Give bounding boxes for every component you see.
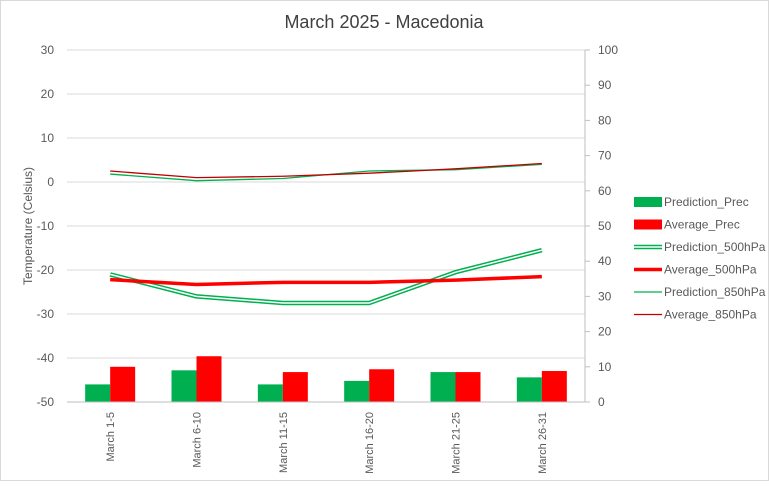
- bar-Prediction_Prec: [516, 377, 542, 402]
- x-tick-label: March 1-5: [105, 412, 117, 462]
- right-tick-label: 80: [598, 113, 612, 127]
- legend-label: Average_850hPa: [664, 308, 757, 322]
- line-Average_850hPa: [110, 162, 542, 179]
- bar-series: [85, 356, 567, 402]
- left-tick-label: -40: [37, 351, 55, 365]
- legend-label: Prediction_500hPa: [664, 240, 766, 254]
- left-tick-label: -10: [37, 219, 55, 233]
- bar-Average_Prec: [282, 372, 308, 402]
- legend-label: Prediction_850hPa: [664, 285, 766, 299]
- bar-Average_Prec: [369, 369, 395, 402]
- legend-swatch: [634, 219, 662, 230]
- x-tick-label: March 6-10: [192, 412, 204, 468]
- axes: 3020100-10-20-30-40-50100908070605040302…: [37, 43, 619, 474]
- bar-Prediction_Prec: [430, 372, 456, 402]
- legend: Prediction_Prec Average_Prec Prediction_50…: [634, 195, 766, 322]
- right-tick-label: 90: [598, 78, 612, 92]
- bar-Prediction_Prec: [344, 380, 370, 402]
- right-tick-label: 0: [598, 395, 605, 409]
- y-axis-label: Temperature (Celsius): [21, 167, 35, 285]
- bar-Average_Prec: [455, 372, 481, 402]
- right-tick-label: 70: [598, 149, 612, 163]
- left-tick-label: 0: [47, 175, 54, 189]
- left-tick-label: 20: [41, 87, 55, 101]
- legend-label: Average_500hPa: [664, 263, 757, 277]
- bar-Prediction_Prec: [171, 370, 197, 402]
- line-Prediction_500hPa-inner: [109, 249, 543, 304]
- right-tick-label: 10: [598, 360, 612, 374]
- legend-swatch: [634, 197, 662, 207]
- x-tick-label: March 16-20: [364, 412, 376, 474]
- left-tick-label: -20: [37, 263, 55, 277]
- x-tick-label: March 21-25: [451, 412, 463, 474]
- left-tick-label: -50: [37, 395, 55, 409]
- left-tick-label: 30: [41, 43, 55, 57]
- bar-Average_Prec: [196, 356, 222, 402]
- right-tick-label: 40: [598, 254, 612, 268]
- right-tick-label: 60: [598, 184, 612, 198]
- x-tick-label: March 11-15: [278, 412, 290, 473]
- legend-label: Prediction_Prec: [664, 195, 749, 209]
- bar-Average_Prec: [541, 371, 567, 402]
- legend-label: Average_Prec: [664, 218, 740, 232]
- bar-Prediction_Prec: [85, 384, 111, 402]
- line-Average_500hPa: [110, 274, 542, 287]
- chart-title: March 2025 - Macedonia: [284, 12, 484, 32]
- right-tick-label: 20: [598, 325, 612, 339]
- x-tick-label: March 26-31: [537, 412, 549, 474]
- left-tick-label: -30: [37, 307, 55, 321]
- right-tick-label: 100: [598, 43, 618, 57]
- bar-Average_Prec: [110, 366, 136, 402]
- left-tick-label: 10: [41, 131, 55, 145]
- right-tick-label: 30: [598, 289, 612, 303]
- line-series: [109, 162, 543, 306]
- right-tick-label: 50: [598, 219, 612, 233]
- bar-Prediction_Prec: [257, 384, 283, 402]
